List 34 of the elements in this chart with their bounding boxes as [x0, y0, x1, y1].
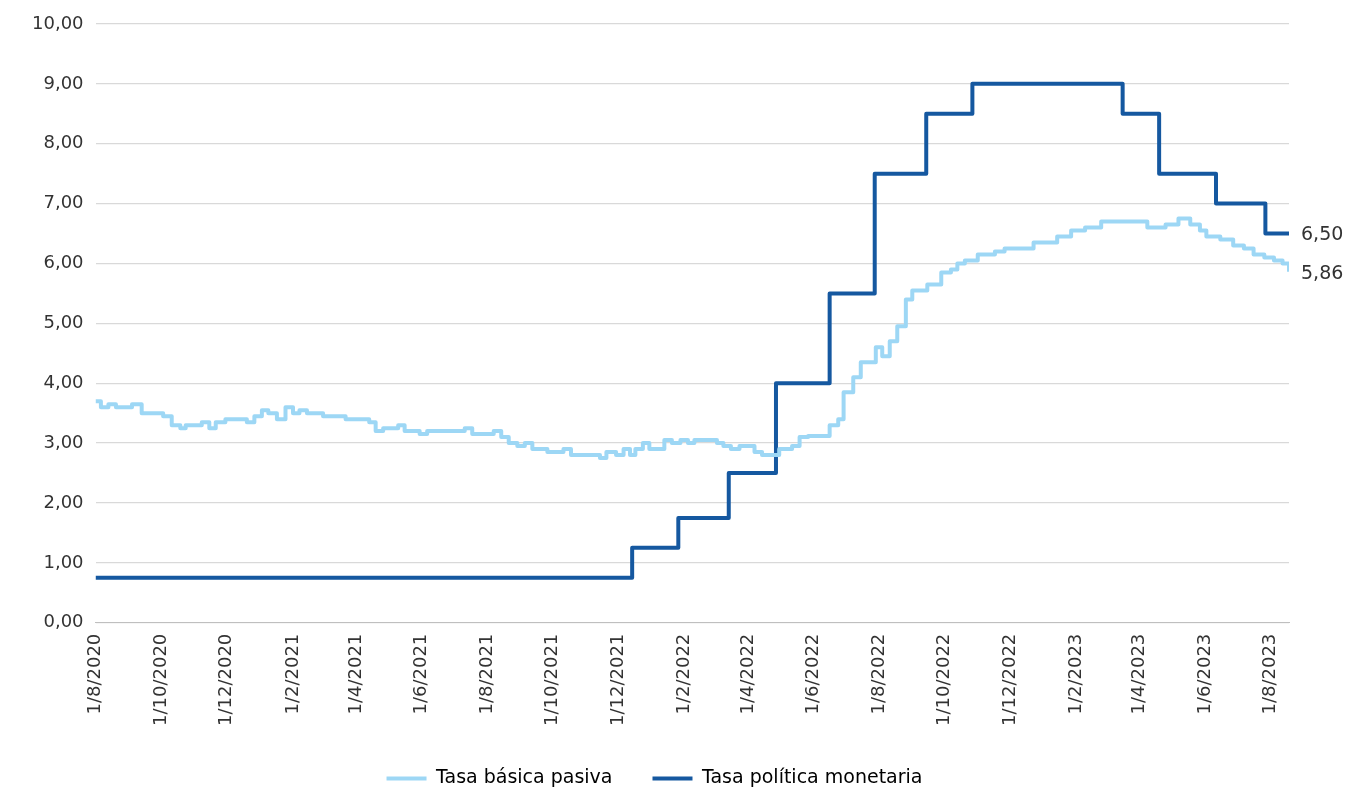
x-tick-label: 1/6/2021	[409, 633, 431, 715]
x-tick-label: 1/6/2023	[1192, 633, 1214, 715]
x-tick-label: 1/10/2022	[932, 633, 954, 726]
legend-label: Tasa básica pasiva	[435, 765, 613, 788]
x-tick-label: 1/2/2022	[672, 633, 694, 715]
x-tick-label: 1/12/2021	[605, 633, 627, 726]
x-tick-label: 1/8/2022	[866, 633, 888, 715]
x-tick-label: 1/4/2021	[344, 633, 366, 715]
y-tick-label: 0,00	[43, 610, 84, 632]
y-tick-label: 10,00	[32, 11, 84, 33]
x-tick-label: 1/4/2022	[735, 633, 757, 715]
y-tick-label: 5,00	[43, 311, 84, 333]
data-label: 6,50	[1301, 222, 1344, 245]
x-tick-label: 1/8/2023	[1258, 633, 1280, 715]
y-tick-label: 7,00	[43, 191, 84, 213]
y-tick-label: 8,00	[43, 131, 84, 153]
y-tick-label: 1,00	[43, 550, 84, 572]
x-tick-label: 1/4/2023	[1127, 633, 1149, 715]
x-tick-label: 1/2/2023	[1064, 633, 1086, 715]
y-tick-label: 3,00	[43, 430, 84, 452]
x-tick-label: 1/12/2022	[997, 633, 1019, 726]
data-label: 5,86	[1301, 260, 1344, 283]
y-tick-label: 2,00	[43, 490, 84, 512]
x-tick-label: 1/8/2020	[83, 633, 105, 715]
x-tick-label: 1/6/2022	[801, 633, 823, 715]
x-tick-label: 1/2/2021	[280, 633, 302, 715]
y-tick-label: 6,00	[43, 251, 84, 273]
y-tick-label: 9,00	[43, 71, 84, 93]
x-tick-label: 1/8/2021	[474, 633, 496, 715]
y-tick-label: 4,00	[43, 370, 84, 392]
x-tick-label: 1/10/2021	[540, 633, 562, 726]
x-tick-label: 1/12/2020	[214, 633, 236, 726]
legend-label: Tasa política monetaria	[700, 765, 923, 788]
x-tick-label: 1/10/2020	[148, 633, 170, 726]
